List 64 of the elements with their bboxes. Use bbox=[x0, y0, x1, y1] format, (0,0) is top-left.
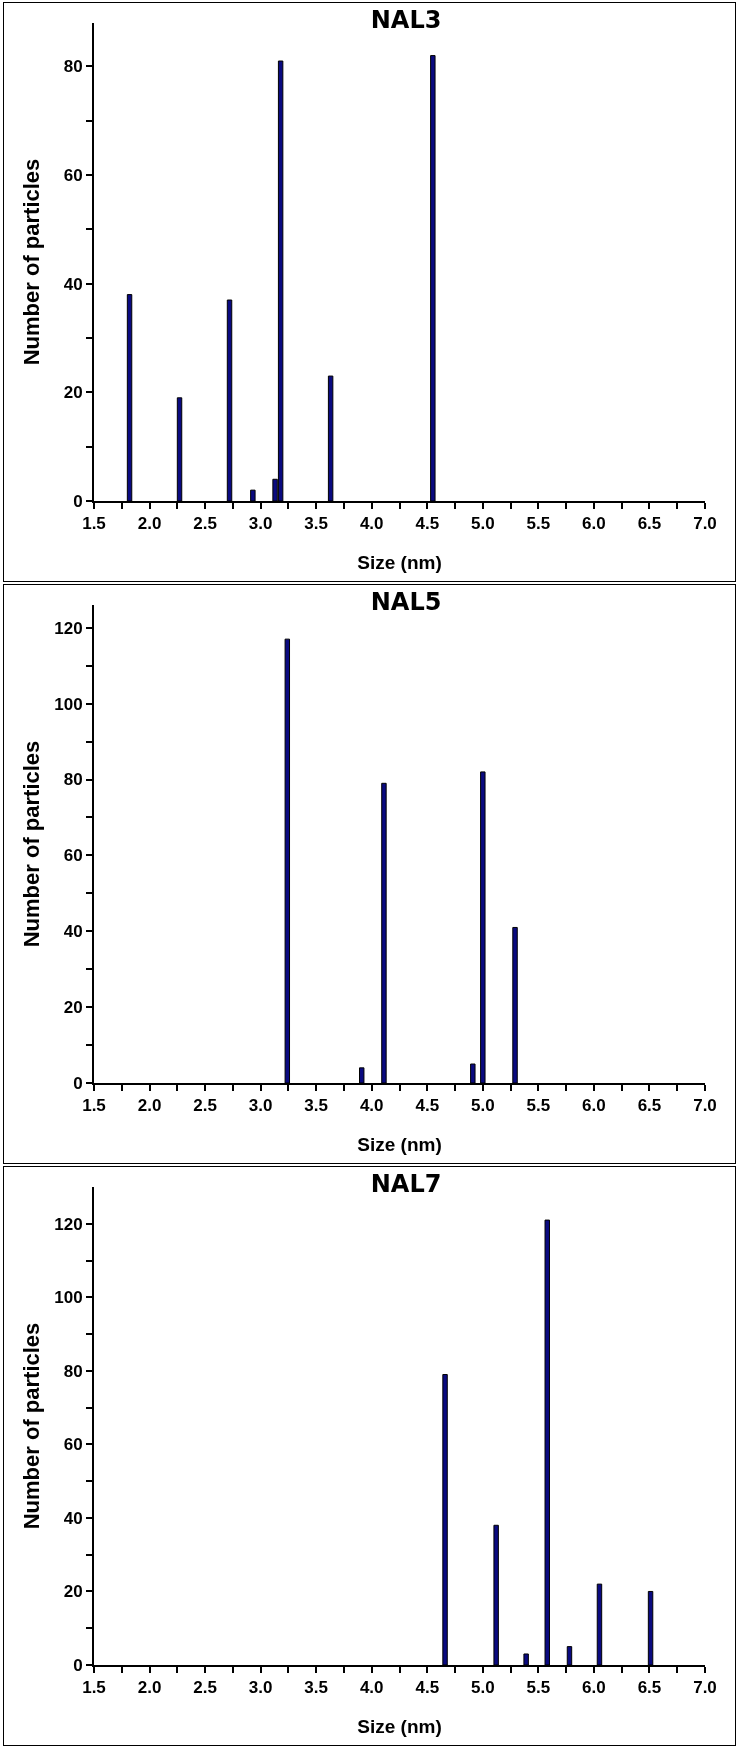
x-tick-label: 3.5 bbox=[304, 514, 328, 534]
y-tick-label: 120 bbox=[54, 1214, 83, 1234]
y-tick-label: 20 bbox=[63, 383, 83, 403]
x-tick-label: 7.0 bbox=[693, 1678, 717, 1698]
x-tick-label: 2.0 bbox=[137, 1096, 162, 1116]
x-tick-label: 6.5 bbox=[637, 1678, 662, 1698]
y-tick-label: 40 bbox=[63, 1508, 83, 1528]
x-tick-label: 4.0 bbox=[359, 1096, 384, 1116]
y-tick-label: 100 bbox=[54, 694, 83, 714]
y-tick-label: 60 bbox=[63, 846, 83, 866]
x-tick-label: 6.0 bbox=[582, 1678, 606, 1698]
x-tick-label: 2.5 bbox=[193, 514, 217, 534]
y-tick-label: 60 bbox=[63, 1435, 83, 1455]
x-tick-label: 5.0 bbox=[471, 514, 495, 534]
x-tick-label: 6.5 bbox=[637, 514, 662, 534]
x-tick-label: 5.0 bbox=[471, 1678, 495, 1698]
y-tick-label: 0 bbox=[73, 1655, 83, 1675]
x-tick-label: 1.5 bbox=[82, 514, 106, 534]
y-tick-label: 0 bbox=[73, 1073, 83, 1093]
x-tick-label: 6.0 bbox=[582, 514, 606, 534]
x-tick-label: 2.5 bbox=[193, 1678, 217, 1698]
y-tick-label: 80 bbox=[63, 770, 83, 790]
x-axis-title: Size (nm) bbox=[357, 552, 442, 573]
x-tick-label: 5.5 bbox=[526, 1096, 551, 1116]
x-tick-label: 2.0 bbox=[137, 1678, 162, 1698]
x-axis-title: Size (nm) bbox=[357, 1716, 442, 1737]
y-tick-label: 80 bbox=[63, 57, 83, 77]
x-tick-label: 1.5 bbox=[82, 1096, 106, 1116]
x-tick-label: 4.0 bbox=[359, 1678, 384, 1698]
y-tick-label: 20 bbox=[63, 998, 83, 1018]
y-axis-title: Number of particles bbox=[19, 158, 44, 366]
y-tick-label: 0 bbox=[73, 491, 83, 511]
x-tick-label: 4.5 bbox=[415, 514, 440, 534]
x-tick-label: 1.5 bbox=[82, 1678, 106, 1698]
x-tick-label: 6.5 bbox=[637, 1096, 662, 1116]
x-tick-label: 3.0 bbox=[248, 514, 273, 534]
x-tick-label: 7.0 bbox=[693, 1096, 717, 1116]
chart-title: NAL3 bbox=[370, 6, 442, 35]
x-tick-label: 3.0 bbox=[248, 1096, 273, 1116]
y-tick-label: 40 bbox=[63, 922, 83, 942]
x-tick-label: 4.5 bbox=[415, 1096, 440, 1116]
x-tick-label: 5.5 bbox=[526, 1678, 551, 1698]
y-axis-title: Number of particles bbox=[19, 1322, 44, 1530]
y-tick-label: 100 bbox=[54, 1288, 83, 1308]
x-tick-label: 7.0 bbox=[693, 514, 717, 534]
x-tick-label: 5.0 bbox=[471, 1096, 495, 1116]
chart-title: NAL7 bbox=[370, 1170, 442, 1199]
y-axis-title: Number of particles bbox=[19, 740, 44, 948]
x-tick-label: 6.0 bbox=[582, 1096, 606, 1116]
x-tick-label: 4.5 bbox=[415, 1678, 440, 1698]
x-tick-label: 2.5 bbox=[193, 1096, 217, 1116]
x-tick-label: 3.5 bbox=[304, 1096, 328, 1116]
y-tick-label: 80 bbox=[63, 1361, 83, 1381]
x-tick-label: 2.0 bbox=[137, 514, 162, 534]
y-tick-label: 20 bbox=[63, 1582, 83, 1602]
x-tick-label: 5.5 bbox=[526, 514, 551, 534]
x-tick-label: 3.0 bbox=[248, 1678, 273, 1698]
chart-title: NAL5 bbox=[370, 588, 442, 617]
y-tick-label: 60 bbox=[63, 166, 83, 186]
x-axis-title: Size (nm) bbox=[357, 1134, 442, 1155]
y-tick-label: 40 bbox=[63, 274, 83, 294]
x-tick-label: 4.0 bbox=[359, 514, 384, 534]
y-tick-label: 120 bbox=[54, 618, 83, 638]
x-tick-label: 3.5 bbox=[304, 1678, 328, 1698]
